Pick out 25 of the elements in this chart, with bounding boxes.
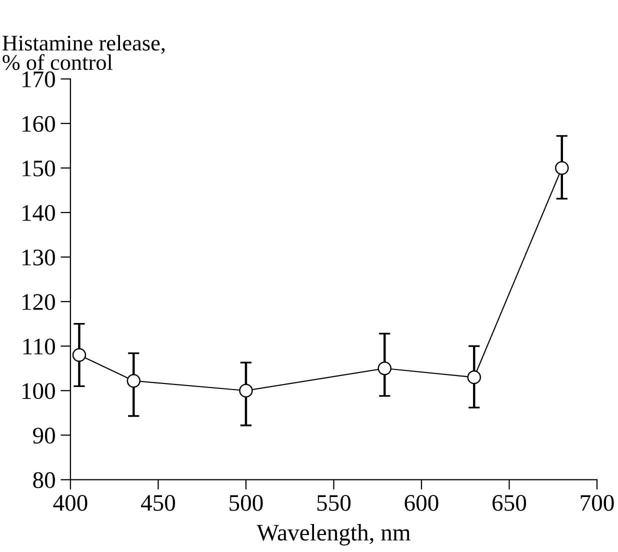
y-tick-label: 100 bbox=[22, 383, 55, 400]
x-tick-label: 500 bbox=[230, 494, 263, 511]
y-tick-label: 110 bbox=[23, 338, 55, 355]
x-tick-label: 550 bbox=[317, 494, 351, 511]
point bbox=[555, 161, 569, 175]
y-tick-label: 90 bbox=[33, 428, 55, 444]
x-tick-label: 450 bbox=[140, 494, 176, 511]
y-tick-label: 170 bbox=[22, 71, 55, 88]
x-axis-title: Wavelength, nm bbox=[256, 524, 410, 546]
point bbox=[467, 370, 482, 384]
point bbox=[126, 374, 141, 388]
x-tick-label: 600 bbox=[404, 494, 438, 511]
point bbox=[72, 348, 86, 362]
point bbox=[239, 384, 253, 398]
x-tick-label: 650 bbox=[492, 494, 526, 511]
y-tick-label: 140 bbox=[22, 205, 55, 221]
y-tick-label: 130 bbox=[22, 250, 55, 266]
y-tick-label: 160 bbox=[22, 116, 55, 132]
y-tick-label: 80 bbox=[33, 472, 55, 488]
y-axis-title: Histamine release, % of control bbox=[2, 34, 165, 70]
x-tick-label: 700 bbox=[580, 494, 614, 511]
y-tick-label: 120 bbox=[22, 294, 55, 310]
x-tick-label: 400 bbox=[53, 494, 88, 511]
y-tick-label: 150 bbox=[22, 160, 55, 176]
point bbox=[378, 361, 392, 376]
